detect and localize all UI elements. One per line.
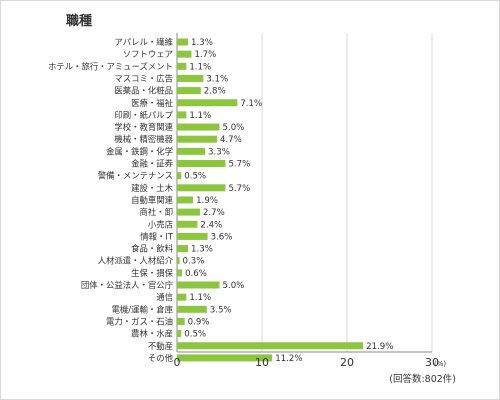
category-label-11: 警備・メンテナンス (98, 171, 173, 181)
category-label-25: 不動産 (148, 341, 173, 351)
category-label-22: 電機/運輸・倉庫 (112, 304, 173, 314)
category-label-24: 農林・水産 (131, 329, 173, 339)
category-label-9: 金属・鉄鋼・化学 (106, 146, 173, 156)
category-label-7: 学校・教育関連 (114, 122, 173, 132)
bar-17 (177, 245, 189, 253)
value-label-9: 3.3% (208, 147, 230, 157)
value-label-4: 2.8% (204, 87, 226, 97)
x-tick-label-20: 20 (340, 356, 354, 369)
x-tick-label-30: 30 (425, 356, 439, 369)
category-label-2: ホテル・旅行・アミューズメント (48, 61, 173, 71)
value-label-23: 0.9% (188, 317, 210, 327)
value-label-26: 11.2% (275, 354, 302, 364)
bar-11 (177, 172, 182, 180)
category-label-12: 建設・土木 (131, 183, 173, 193)
category-label-26: その他 (148, 353, 174, 363)
category-label-20: 団体・公益法人・官公庁 (81, 280, 173, 290)
value-label-7: 5.0% (223, 123, 245, 133)
bar-15 (177, 220, 198, 228)
category-label-17: 食品・飲料 (131, 244, 173, 254)
category-label-5: 医療・福祉 (131, 98, 173, 108)
value-label-14: 2.7% (203, 208, 225, 218)
value-label-11: 0.5% (184, 172, 206, 182)
value-label-0: 1.3% (191, 38, 213, 48)
value-label-17: 1.3% (191, 245, 213, 255)
category-label-23: 電力・ガス・石油 (106, 316, 173, 326)
category-label-0: アパレル・繊維 (115, 37, 173, 47)
value-label-22: 3.5% (210, 305, 232, 315)
value-label-20: 5.0% (223, 281, 245, 291)
category-label-8: 機械・精密機器 (114, 134, 173, 144)
value-label-2: 1.1% (189, 62, 211, 72)
value-label-21: 1.1% (189, 293, 211, 303)
category-label-4: 医薬品・化粧品 (114, 86, 173, 96)
x-tick-label-0: 0 (174, 356, 181, 369)
value-label-15: 2.4% (200, 220, 222, 230)
response-count-note: (回答数:802件) (389, 373, 456, 385)
bar-22 (177, 305, 207, 313)
category-label-3: マスコミ・広告 (114, 73, 173, 83)
bar-14 (177, 208, 200, 216)
value-label-10: 5.7% (228, 160, 250, 170)
bar-6 (177, 111, 187, 119)
bar-21 (177, 293, 187, 301)
category-label-21: 通信 (156, 292, 173, 302)
value-label-25: 21.9% (366, 342, 393, 352)
category-label-1: ソフトウェア (123, 49, 173, 59)
value-label-19: 0.6% (185, 269, 207, 279)
value-label-13: 1.9% (196, 196, 218, 206)
bar-3 (177, 74, 204, 82)
bar-9 (177, 147, 206, 155)
bar-20 (177, 281, 220, 289)
value-label-16: 3.6% (211, 232, 233, 242)
value-label-1: 1.7% (194, 50, 216, 60)
bar-4 (177, 87, 201, 95)
value-label-12: 5.7% (228, 184, 250, 194)
value-label-5: 7.1% (240, 99, 262, 109)
bar-8 (177, 135, 217, 143)
bar-10 (177, 160, 226, 167)
x-unit-label: (%) (434, 360, 446, 368)
bar-5 (177, 99, 238, 107)
chart-title: 職種 (66, 14, 93, 29)
category-label-15: 小売店 (148, 219, 173, 229)
bar-7 (177, 123, 220, 131)
bar-25 (177, 342, 364, 350)
bar-18 (177, 257, 180, 265)
bar-26 (177, 354, 273, 362)
category-label-19: 生保・損保 (131, 268, 173, 278)
category-label-13: 自動車関連 (131, 195, 173, 205)
value-label-3: 3.1% (206, 74, 228, 84)
x-tick-label-10: 10 (255, 356, 269, 369)
bar-0 (177, 38, 189, 46)
category-label-10: 金融・証券 (131, 159, 173, 169)
category-label-18: 人材派遣・人材紹介 (98, 256, 174, 266)
category-label-14: 商社・卸 (140, 207, 174, 217)
value-label-24: 0.5% (184, 330, 206, 340)
value-label-18: 0.3% (183, 257, 205, 267)
bar-23 (177, 317, 185, 325)
bar-1 (177, 50, 192, 58)
value-label-6: 1.1% (189, 111, 211, 121)
category-label-6: 印刷・紙パルプ (114, 110, 173, 120)
category-label-16: 情報・IT (140, 231, 174, 241)
bar-13 (177, 196, 194, 204)
bar-12 (177, 184, 226, 192)
bar-19 (177, 269, 183, 277)
value-label-8: 4.7% (220, 135, 242, 145)
bar-2 (177, 62, 187, 70)
bar-16 (177, 232, 208, 240)
bar-24 (177, 330, 182, 338)
